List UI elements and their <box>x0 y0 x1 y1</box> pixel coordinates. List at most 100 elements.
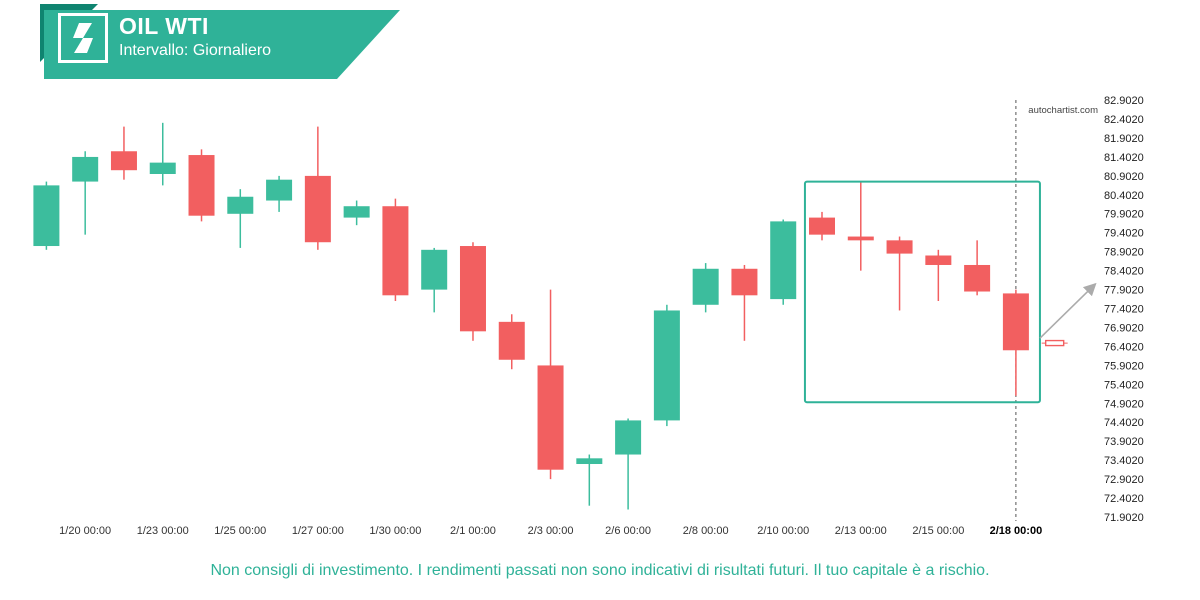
candle <box>304 126 331 250</box>
candle <box>653 304 680 427</box>
forecast-marker <box>1044 339 1065 347</box>
candle <box>498 314 525 370</box>
y-axis-tick-label: 76.9020 <box>1104 322 1144 334</box>
candle-body <box>809 217 835 235</box>
candle <box>615 418 642 510</box>
candle <box>925 249 952 301</box>
y-axis-tick-label: 77.9020 <box>1104 285 1144 297</box>
x-axis-labels: 1/20 00:00 1/23 00:00 1/25 00:00 1/27 00:00… <box>59 525 1042 537</box>
y-axis-tick-label: 75.4020 <box>1104 379 1144 391</box>
y-axis-labels: 82.9020 82.4020 81.9020 81.4020 80.9020 80.40… <box>1104 95 1144 524</box>
candle-body <box>615 420 642 455</box>
watermark: autochartist.com <box>1028 105 1098 116</box>
candle <box>964 240 991 296</box>
candle <box>421 247 448 313</box>
x-axis-tick-label: 2/3 00:00 <box>528 525 574 537</box>
y-axis-tick-label: 78.4020 <box>1104 266 1144 278</box>
candle <box>266 175 293 212</box>
candle <box>692 263 719 313</box>
candle-body <box>343 206 370 218</box>
candle <box>343 200 370 226</box>
y-axis-tick-label: 79.4020 <box>1104 228 1144 240</box>
y-axis-tick-label: 82.9020 <box>1104 95 1144 107</box>
candle <box>770 219 797 305</box>
x-axis-tick-label: 2/15 00:00 <box>912 525 964 537</box>
x-axis-tick-label: 1/27 00:00 <box>292 525 344 537</box>
candle-body <box>459 246 486 332</box>
candle <box>1002 289 1029 396</box>
y-axis-tick-label: 81.9020 <box>1104 133 1144 145</box>
y-axis-tick-label: 71.9020 <box>1104 512 1144 524</box>
candle <box>576 454 603 506</box>
interval-label: Intervallo: Giornaliero <box>119 42 272 59</box>
banner-ribbon <box>44 10 400 79</box>
candle <box>847 181 874 271</box>
candle-body <box>110 151 137 171</box>
candle-body <box>72 156 99 182</box>
x-axis-tick-label: 2/8 00:00 <box>683 525 729 537</box>
candle-body <box>731 268 758 296</box>
candle <box>809 211 835 241</box>
candlestick-chart: autochartist.com 82.9020 82.4020 81.9020 81.… <box>33 95 1144 537</box>
candle-body <box>964 264 991 292</box>
y-axis-tick-label: 79.9020 <box>1104 209 1144 221</box>
candle-body <box>421 249 448 290</box>
candle <box>227 189 254 248</box>
y-axis-tick-label: 81.4020 <box>1104 152 1144 164</box>
y-axis-tick-label: 75.9020 <box>1104 360 1144 372</box>
y-axis-tick-label: 73.4020 <box>1104 455 1144 467</box>
y-axis-tick-label: 78.9020 <box>1104 247 1144 259</box>
y-axis-tick-label: 73.9020 <box>1104 436 1144 448</box>
candles-group <box>33 122 1029 510</box>
candle-body <box>1002 293 1029 351</box>
y-axis-tick-label: 76.4020 <box>1104 341 1144 353</box>
x-axis-tick-label: 1/20 00:00 <box>59 525 111 537</box>
candle-body <box>847 236 874 241</box>
y-axis-tick-label: 82.4020 <box>1104 114 1144 126</box>
x-axis-tick-label: 2/10 00:00 <box>757 525 809 537</box>
x-axis-tick-label: 1/25 00:00 <box>214 525 266 537</box>
candle <box>537 289 564 480</box>
candle-body <box>498 321 525 360</box>
x-axis-tick-label: 2/13 00:00 <box>835 525 887 537</box>
y-axis-tick-label: 74.4020 <box>1104 417 1144 429</box>
forecast-arrow <box>1039 282 1097 339</box>
y-axis-tick-label: 72.4020 <box>1104 493 1144 505</box>
banner-ribbon-shape <box>40 4 400 79</box>
candle-body <box>149 162 176 174</box>
pattern-box <box>803 180 1041 404</box>
y-axis-tick-label: 77.4020 <box>1104 304 1144 316</box>
candle-body <box>692 268 719 305</box>
candle <box>188 149 215 222</box>
candle-body <box>770 221 797 300</box>
y-axis-tick-label: 72.9020 <box>1104 474 1144 486</box>
y-axis-tick-label: 80.4020 <box>1104 190 1144 202</box>
autochartist-logo-icon <box>58 13 108 63</box>
candle <box>382 198 409 301</box>
x-axis-tick-label: 2/1 00:00 <box>450 525 496 537</box>
candle-body <box>886 240 913 254</box>
candle <box>459 242 486 341</box>
candle-body <box>537 365 564 470</box>
header-titles: OIL WTI Intervallo: Giornaliero <box>119 12 271 62</box>
x-axis-tick-label: 1/30 00:00 <box>369 525 421 537</box>
x-axis-tick-label: 2/6 00:00 <box>605 525 651 537</box>
candle <box>886 236 913 311</box>
x-axis-tick-label: 2/18 00:00 <box>990 525 1043 537</box>
candle <box>72 151 99 235</box>
candle-body <box>653 310 680 421</box>
x-axis-tick-label: 1/23 00:00 <box>137 525 189 537</box>
y-axis-tick-label: 74.9020 <box>1104 398 1144 410</box>
candle-body <box>33 185 60 247</box>
instrument-title: OIL WTI <box>119 13 209 39</box>
candle <box>731 264 758 341</box>
candle-body <box>266 179 293 201</box>
disclaimer-text: Non consigli di investimento. I rendimen… <box>210 562 990 579</box>
candle-body <box>188 155 215 216</box>
y-axis-tick-label: 80.9020 <box>1104 171 1144 183</box>
header-banner: OIL WTI Intervallo: Giornaliero <box>0 0 430 90</box>
candle-body <box>227 196 254 214</box>
candle-body <box>576 458 603 465</box>
candle-body <box>925 255 952 265</box>
candle <box>33 181 60 250</box>
